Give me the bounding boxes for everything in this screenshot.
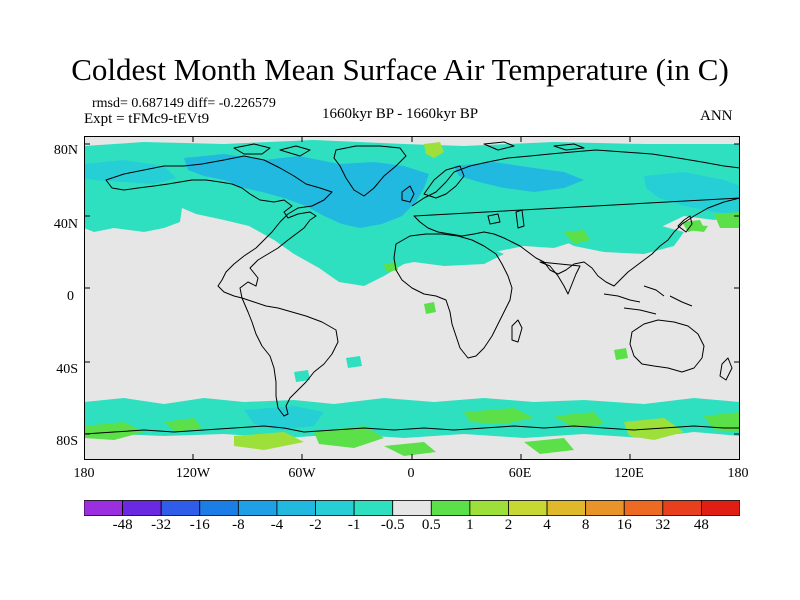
- map-ticks: [84, 136, 740, 460]
- coast-eurasia: [411, 149, 740, 287]
- coast-greenland: [333, 145, 407, 197]
- coast-new-zealand: [719, 357, 733, 381]
- colorbar-box-16: [701, 500, 740, 516]
- colorbar-label-5: -2: [309, 517, 322, 533]
- southern-ocean-strong: [244, 406, 324, 430]
- lat-label-80n: 80N: [53, 143, 78, 158]
- lat-label-80s: 80S: [56, 434, 78, 449]
- map-title: Coldest Month Mean Surface Air Temperatu…: [71, 52, 729, 87]
- coast-madagascar: [511, 319, 523, 343]
- north-atlantic-strong: [184, 154, 429, 228]
- colorbar-label-6: -1: [347, 517, 361, 533]
- colorbar-box-14: [623, 500, 664, 516]
- colorbar: [84, 500, 740, 516]
- asia-positive-patch: [564, 230, 590, 244]
- pacific-north-mid: [84, 160, 176, 184]
- lat-label-0: 0: [67, 289, 74, 304]
- southern-positive-1: [84, 422, 144, 440]
- colorbar-label-11: 4: [543, 517, 551, 533]
- colorbar-box-15: [662, 500, 702, 516]
- lon-label-60e: 60E: [508, 466, 532, 481]
- colorbar-box-1: [122, 500, 162, 516]
- coast-antarctica: [84, 425, 740, 435]
- colorbar-box-10: [469, 500, 509, 516]
- coast-japan: [677, 215, 693, 233]
- australia-positive: [614, 348, 628, 360]
- coast-india: [539, 261, 581, 295]
- east-pacific-positive: [714, 212, 740, 228]
- colorbar-boxes: [84, 500, 740, 516]
- colorbar-label-3: -8: [232, 517, 245, 533]
- colorbar-label-13: 16: [616, 517, 632, 533]
- colorbar-label-4: -4: [270, 517, 284, 533]
- period-label: 1660kyr BP - 1660kyr BP: [322, 106, 479, 122]
- siberia-strong: [454, 162, 584, 192]
- lat-label-40n: 40N: [53, 217, 78, 232]
- colorbar-box-3: [199, 500, 239, 516]
- colorbar-box-4: [237, 500, 278, 516]
- coast-scandinavia: [423, 165, 465, 199]
- coast-british-isles: [401, 185, 415, 203]
- colorbar-label-9: 1: [466, 517, 474, 533]
- lon-label-120e: 120E: [614, 466, 644, 481]
- southern-ocean-negative: [84, 398, 740, 438]
- lon-label-0: 0: [407, 466, 415, 481]
- mid-atlantic-positive: [384, 262, 398, 272]
- colorbar-box-6: [315, 500, 355, 516]
- sa-positive-patch: [346, 356, 362, 368]
- southern-positive-9: [384, 442, 436, 456]
- colorbar-label-7: -0.5: [380, 517, 405, 533]
- colorbar-label-10: 2: [504, 517, 513, 533]
- colorbar-label-0: -48: [112, 517, 133, 533]
- temperature-map: [84, 136, 740, 460]
- colorbar-label-2: -16: [189, 517, 210, 533]
- lat-label-40s: 40S: [56, 362, 78, 377]
- experiment-label: Expt = tFMc9-tEVt9: [84, 111, 210, 127]
- lon-label-120w: 120W: [175, 466, 211, 481]
- stats-label: rmsd= 0.687149 diff= -0.226579: [92, 96, 276, 111]
- colorbar-box-2: [160, 500, 201, 516]
- southern-positive-4: [314, 426, 384, 448]
- coast-inland-seas: [487, 209, 525, 229]
- colorbar-label-12: 8: [581, 517, 590, 533]
- coast-arctic-islands: [233, 141, 585, 157]
- colorbar-box-7: [353, 500, 394, 516]
- colorbar-box-12: [546, 500, 587, 516]
- colorbar-box-8: [392, 500, 432, 516]
- lon-label-180w: 180: [73, 466, 95, 481]
- colorbar-label-15: 48: [693, 517, 709, 533]
- colorbar-box-11: [508, 500, 548, 516]
- season-label: ANN: [700, 108, 733, 124]
- west-africa-patch: [402, 240, 504, 266]
- colorbar-label-8: 0.5: [421, 517, 441, 533]
- southern-positive-2: [164, 418, 202, 432]
- coast-north-america: [105, 155, 333, 299]
- colorbar-box-5: [276, 500, 316, 516]
- coast-indonesia: [603, 285, 693, 315]
- greenland-positive: [424, 142, 444, 158]
- asia-central-patch: [554, 218, 684, 254]
- lon-label-60w: 60W: [288, 466, 316, 481]
- coast-africa: [393, 233, 513, 359]
- southern-positive-5: [464, 408, 534, 424]
- lon-label-180e: 180: [727, 466, 749, 481]
- colorbar-box-9: [430, 500, 471, 516]
- southern-positive-10: [524, 438, 574, 454]
- atlantic-s-patch: [294, 370, 310, 382]
- colorbar-box-13: [585, 500, 625, 516]
- anomaly-fields: [84, 140, 740, 456]
- southern-positive-3: [234, 432, 304, 450]
- southern-positive-6: [554, 412, 604, 428]
- north-pacific-patch: [84, 192, 174, 214]
- coast-australia: [629, 319, 705, 373]
- colorbar-label-14: 32: [655, 517, 671, 533]
- coast-south-america: [241, 297, 339, 417]
- colorbar-box-0: [84, 500, 123, 516]
- africa-positive: [424, 302, 436, 314]
- coastlines: [84, 141, 740, 435]
- colorbar-label-1: -32: [151, 517, 172, 533]
